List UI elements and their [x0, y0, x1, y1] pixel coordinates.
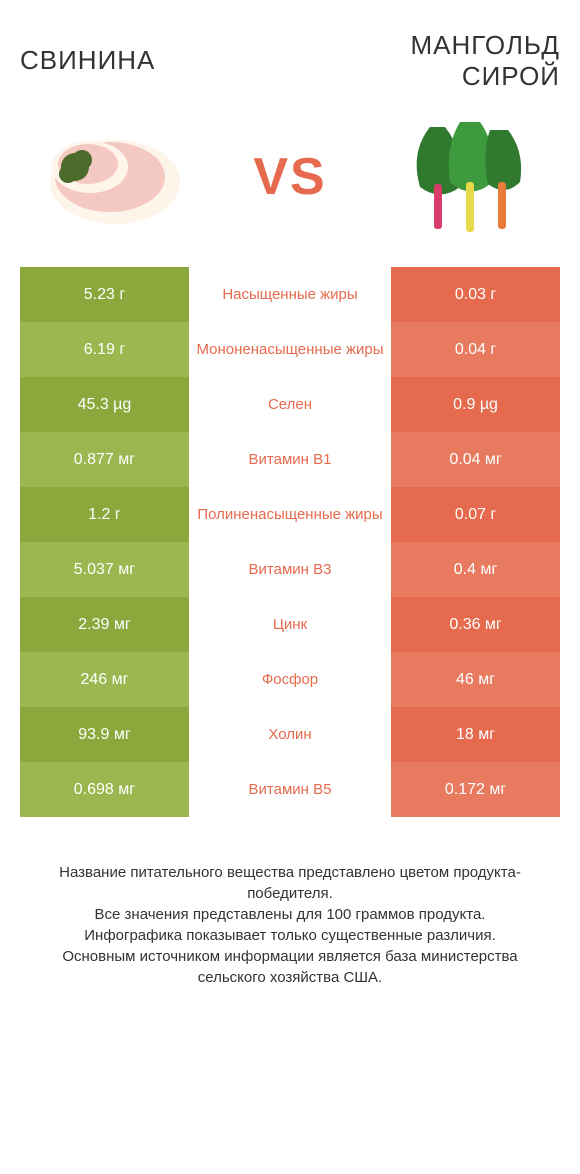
- footer-line: Инфографика показывает только существенн…: [28, 925, 552, 946]
- title-left: СВИНИНА: [20, 30, 290, 76]
- value-left: 0.698 мг: [20, 762, 189, 817]
- value-left: 0.877 мг: [20, 432, 189, 487]
- nutrient-row: 246 мгФосфор46 мг: [20, 652, 560, 707]
- nutrient-name: Витамин B3: [189, 542, 391, 597]
- nutrient-name: Насыщенные жиры: [189, 267, 391, 322]
- vs-label: VS: [253, 147, 326, 207]
- nutrient-row: 0.877 мгВитамин B10.04 мг: [20, 432, 560, 487]
- value-left: 45.3 µg: [20, 377, 189, 432]
- header-titles: СВИНИНА МАНГОЛЬД СИРОЙ: [20, 30, 560, 92]
- nutrient-table: 5.23 гНасыщенные жиры0.03 г6.19 гМононен…: [20, 267, 560, 817]
- pork-image: [30, 112, 190, 242]
- nutrient-name: Мононенасыщенные жиры: [189, 322, 391, 377]
- value-right: 18 мг: [391, 707, 560, 762]
- nutrient-row: 0.698 мгВитамин B50.172 мг: [20, 762, 560, 817]
- nutrient-row: 5.037 мгВитамин B30.4 мг: [20, 542, 560, 597]
- footer-line: Название питательного вещества представл…: [28, 862, 552, 904]
- value-left: 5.23 г: [20, 267, 189, 322]
- value-right: 0.36 мг: [391, 597, 560, 652]
- nutrient-name: Цинк: [189, 597, 391, 652]
- footer-line: Основным источником информации является …: [28, 946, 552, 988]
- title-right: МАНГОЛЬД СИРОЙ: [290, 30, 560, 92]
- value-left: 93.9 мг: [20, 707, 189, 762]
- nutrient-row: 2.39 мгЦинк0.36 мг: [20, 597, 560, 652]
- nutrient-name: Фосфор: [189, 652, 391, 707]
- value-right: 0.03 г: [391, 267, 560, 322]
- value-right: 0.9 µg: [391, 377, 560, 432]
- nutrient-row: 93.9 мгХолин18 мг: [20, 707, 560, 762]
- value-left: 1.2 г: [20, 487, 189, 542]
- nutrient-row: 5.23 гНасыщенные жиры0.03 г: [20, 267, 560, 322]
- value-right: 46 мг: [391, 652, 560, 707]
- value-right: 0.172 мг: [391, 762, 560, 817]
- value-left: 246 мг: [20, 652, 189, 707]
- title-right-line1: МАНГОЛЬД: [411, 30, 561, 60]
- images-row: VS: [20, 112, 560, 242]
- nutrient-name: Витамин B1: [189, 432, 391, 487]
- value-left: 2.39 мг: [20, 597, 189, 652]
- footer-notes: Название питательного вещества представл…: [20, 862, 560, 988]
- chard-image: [390, 112, 550, 242]
- nutrient-row: 45.3 µgСелен0.9 µg: [20, 377, 560, 432]
- value-left: 6.19 г: [20, 322, 189, 377]
- nutrient-name: Селен: [189, 377, 391, 432]
- value-right: 0.07 г: [391, 487, 560, 542]
- nutrient-row: 6.19 гМононенасыщенные жиры0.04 г: [20, 322, 560, 377]
- title-right-line2: СИРОЙ: [462, 61, 560, 91]
- nutrient-name: Холин: [189, 707, 391, 762]
- value-right: 0.04 г: [391, 322, 560, 377]
- nutrient-row: 1.2 гПолиненасыщенные жиры0.07 г: [20, 487, 560, 542]
- footer-line: Все значения представлены для 100 граммо…: [28, 904, 552, 925]
- value-right: 0.4 мг: [391, 542, 560, 597]
- value-right: 0.04 мг: [391, 432, 560, 487]
- nutrient-name: Витамин B5: [189, 762, 391, 817]
- nutrient-name: Полиненасыщенные жиры: [189, 487, 391, 542]
- value-left: 5.037 мг: [20, 542, 189, 597]
